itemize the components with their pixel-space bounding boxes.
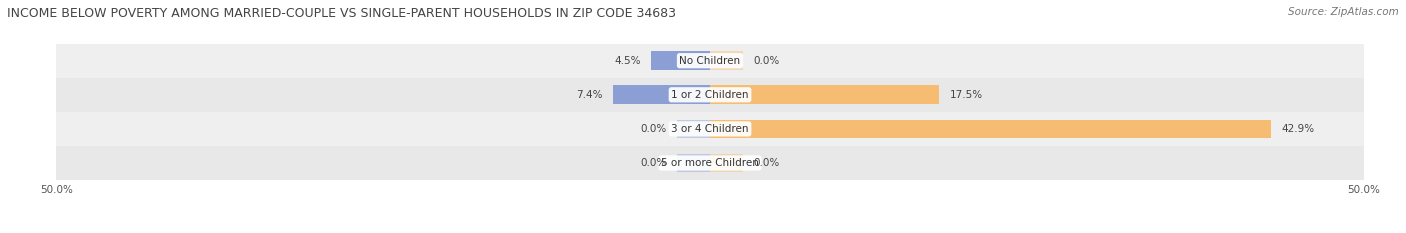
Text: 17.5%: 17.5% — [949, 90, 983, 100]
Bar — [710, 86, 939, 104]
Bar — [678, 154, 710, 172]
Bar — [613, 86, 710, 104]
Bar — [56, 112, 1364, 146]
Text: Source: ZipAtlas.com: Source: ZipAtlas.com — [1288, 7, 1399, 17]
Text: 4.5%: 4.5% — [614, 56, 641, 66]
Text: INCOME BELOW POVERTY AMONG MARRIED-COUPLE VS SINGLE-PARENT HOUSEHOLDS IN ZIP COD: INCOME BELOW POVERTY AMONG MARRIED-COUPL… — [7, 7, 676, 20]
Bar — [678, 120, 710, 138]
Text: 0.0%: 0.0% — [754, 158, 779, 168]
Text: 0.0%: 0.0% — [641, 124, 666, 134]
Text: No Children: No Children — [679, 56, 741, 66]
Text: 5 or more Children: 5 or more Children — [661, 158, 759, 168]
Bar — [56, 44, 1364, 78]
Text: 7.4%: 7.4% — [576, 90, 603, 100]
Text: 1 or 2 Children: 1 or 2 Children — [671, 90, 749, 100]
Text: 0.0%: 0.0% — [641, 158, 666, 168]
Text: 3 or 4 Children: 3 or 4 Children — [671, 124, 749, 134]
Bar — [710, 51, 742, 70]
Bar — [710, 120, 1271, 138]
Bar — [710, 154, 742, 172]
Bar — [651, 51, 710, 70]
Text: 0.0%: 0.0% — [754, 56, 779, 66]
Bar — [56, 78, 1364, 112]
Text: 42.9%: 42.9% — [1281, 124, 1315, 134]
Bar — [56, 146, 1364, 180]
